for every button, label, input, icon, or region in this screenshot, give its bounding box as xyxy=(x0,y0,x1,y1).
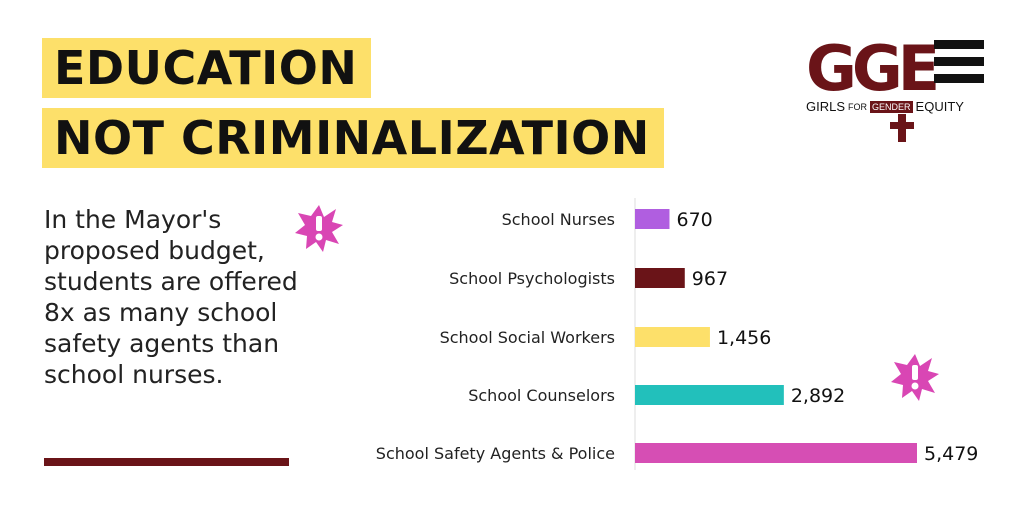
category-label: School Safety Agents & Police xyxy=(376,444,615,463)
logo-text-for: FOR xyxy=(848,101,868,112)
logo-text-equity: EQUITY xyxy=(915,99,964,114)
bar xyxy=(635,385,784,405)
logo-letters: GGE xyxy=(806,36,936,105)
gge-logo: GGE xyxy=(806,36,984,142)
logo-text-gender: GENDER xyxy=(870,100,913,113)
bar xyxy=(635,209,670,229)
logo-text-girls: GIRLS xyxy=(806,99,846,114)
title-line-2: NOT CRIMINALIZATION xyxy=(42,108,664,168)
value-label: 670 xyxy=(676,209,712,231)
logo-wordmark: GIRLS FOR GENDER EQUITY xyxy=(806,99,964,114)
body-text: In the Mayor's proposed budget, students… xyxy=(44,205,298,389)
bar xyxy=(635,443,917,463)
exclamation-burst-icon xyxy=(295,205,343,252)
bar xyxy=(635,268,685,288)
value-label: 2,892 xyxy=(791,385,845,407)
category-label: School Psychologists xyxy=(449,269,615,288)
category-label: School Nurses xyxy=(502,210,615,229)
category-label: School Counselors xyxy=(468,386,615,405)
value-label: 967 xyxy=(692,268,728,290)
value-label: 1,456 xyxy=(717,327,771,349)
value-label: 5,479 xyxy=(924,443,978,465)
exclamation-burst-icon xyxy=(891,354,939,401)
category-label: School Social Workers xyxy=(440,328,615,347)
title-line-1: EDUCATION xyxy=(42,38,372,98)
bar xyxy=(635,327,710,347)
divider-rule xyxy=(44,458,289,466)
